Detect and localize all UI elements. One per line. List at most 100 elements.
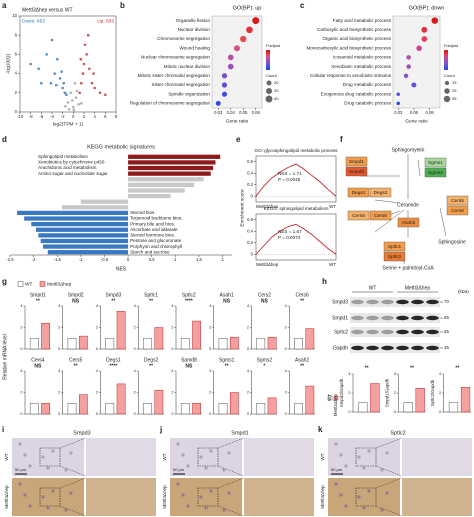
dot	[240, 35, 247, 43]
nucleus	[362, 466, 366, 470]
y-tick-label: 0.2	[247, 182, 253, 187]
x-tick-label: 1.5	[196, 257, 202, 262]
metabolite: Sphingosine	[438, 239, 466, 245]
dot	[221, 73, 228, 79]
legend-label: 40	[274, 96, 279, 101]
bar	[218, 403, 228, 415]
category-label: Smpd3/Gapdh	[339, 378, 344, 407]
legend-label: WT	[327, 394, 332, 401]
category-label: Pentose and glucuronate	[130, 238, 182, 243]
nucleus	[222, 508, 226, 512]
point	[37, 67, 40, 71]
nucleus	[41, 455, 45, 459]
panel-letter: d	[2, 135, 7, 144]
point	[88, 67, 91, 71]
bar	[61, 205, 129, 210]
x-tick-label: -2	[61, 114, 65, 119]
pathway-arrow	[439, 207, 447, 237]
axis-end-label: WT	[329, 262, 336, 267]
y-tick-label: 2	[394, 391, 396, 395]
bar	[154, 390, 164, 415]
y-tick-label: 4	[134, 369, 136, 373]
y-tick-label: 0	[96, 412, 98, 416]
enzyme-label: Sptlc2	[388, 254, 402, 260]
legend-swatch	[266, 54, 270, 56]
legend-dot	[265, 95, 273, 103]
y-tick-label: 4	[394, 372, 396, 376]
nucleus	[181, 493, 185, 497]
blot-row-label: Smpd3	[332, 299, 348, 305]
bar	[116, 383, 126, 415]
nucleus	[46, 466, 50, 470]
point	[73, 81, 77, 85]
nucleus	[64, 468, 68, 472]
enzyme-label: Cers5	[451, 198, 464, 204]
zoom-box	[197, 487, 219, 507]
bar	[192, 403, 201, 415]
micrograph-zoom	[402, 478, 472, 516]
zoom-line	[59, 465, 87, 477]
bar	[415, 388, 425, 413]
y-tick-label: 4	[285, 369, 287, 373]
enzyme-box	[345, 156, 368, 167]
nucleus	[385, 491, 389, 495]
nucleus	[181, 453, 185, 457]
category-label: Xenobiotics by cytochrome p450	[38, 160, 105, 165]
enzyme-box	[446, 195, 469, 206]
nucleus	[227, 451, 231, 455]
bar	[229, 392, 239, 415]
blot-band	[351, 315, 364, 321]
point	[77, 103, 80, 106]
legend-swatch	[266, 52, 270, 54]
point	[93, 86, 96, 90]
significance: **	[225, 363, 229, 369]
legend-swatch	[444, 66, 448, 68]
x-tick-label: -2.5	[6, 257, 14, 262]
dot	[221, 82, 228, 88]
bar	[24, 216, 129, 221]
zoom-line	[217, 477, 245, 489]
category-label: Sptlc1	[144, 292, 158, 298]
category-label: Smpd2	[68, 292, 84, 298]
dot	[403, 73, 409, 79]
bar	[294, 338, 303, 350]
panel-letter: g	[2, 277, 7, 286]
legend-label: 25	[452, 88, 457, 93]
bar	[105, 338, 115, 350]
scale-bar-label: 50 μm	[173, 467, 185, 472]
point	[45, 53, 48, 56]
y-tick-label: 0	[20, 412, 22, 416]
pathway-arrow	[417, 159, 421, 177]
panel-letter: j	[159, 425, 162, 434]
blot-band	[426, 329, 439, 335]
point	[58, 77, 62, 80]
nucleus	[367, 489, 371, 493]
y-tick-label: 4	[439, 372, 441, 376]
x-tick-label: 0	[72, 114, 75, 119]
point	[83, 43, 87, 47]
bar	[41, 403, 50, 415]
bar	[256, 403, 266, 415]
bar	[31, 222, 129, 227]
legend-title: P.adjust	[266, 43, 281, 48]
enzyme-label: Cers6	[451, 208, 464, 214]
enzyme-label: Sptlc1	[388, 244, 402, 250]
x-tick-label: 0.04	[227, 110, 236, 115]
category-label: Drug catabolic process	[344, 101, 391, 106]
bar	[460, 387, 471, 413]
dot	[227, 54, 234, 61]
nucleus	[186, 464, 190, 468]
bar	[29, 403, 39, 415]
micrograph-zoom	[244, 478, 314, 516]
category-label: Sister chromatid segregation	[152, 82, 211, 87]
axis-end-label: Mettl3Δhep	[256, 204, 279, 209]
dot	[421, 36, 428, 42]
category-label: Xenobiotic metabolic process	[331, 64, 391, 69]
annotation: NES = 1.71	[278, 171, 302, 176]
legend-dot	[444, 80, 450, 86]
x-tick-label: -6	[39, 114, 43, 119]
nucleus	[357, 495, 361, 499]
scale-bar-label: 50 μm	[331, 467, 343, 472]
blot-row-label: Gapdh	[333, 345, 348, 351]
category-label: Sgms1	[219, 357, 235, 363]
